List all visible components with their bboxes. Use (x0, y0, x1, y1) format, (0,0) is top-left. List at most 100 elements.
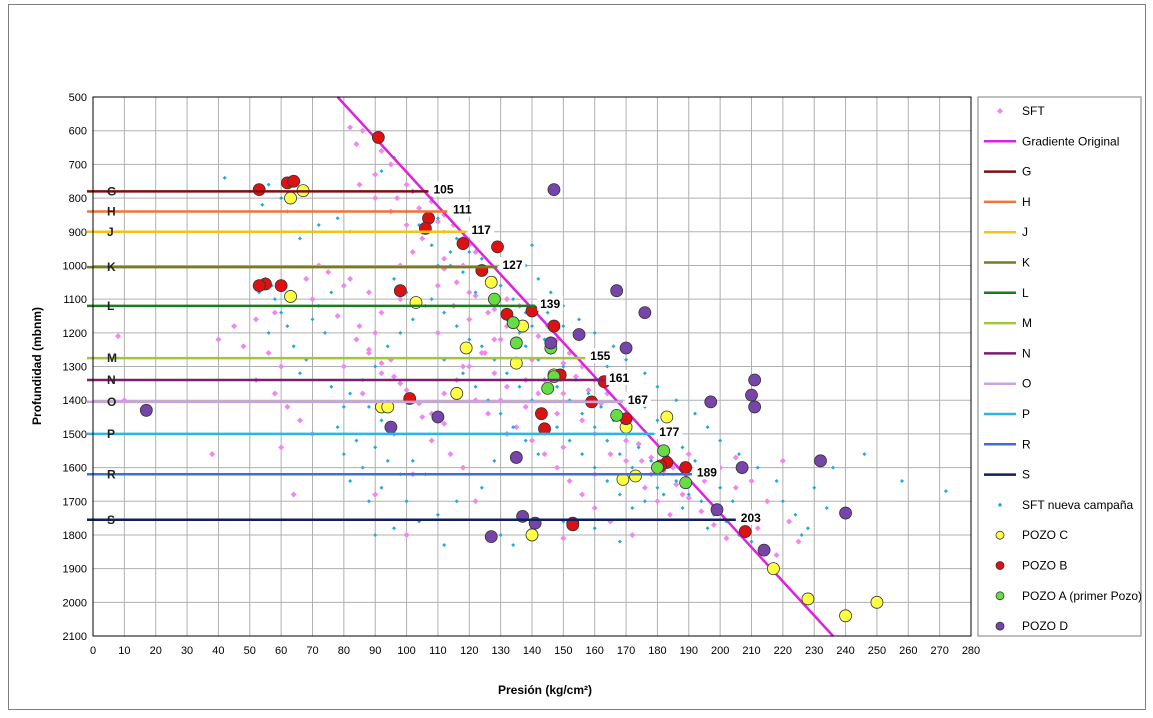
sft-point (491, 306, 498, 313)
x-tick-label: 220 (774, 645, 792, 657)
sft-nueva-campana-point (454, 236, 459, 241)
pozo-d-point (757, 543, 771, 557)
sft-nueva-campana-point (561, 364, 566, 369)
pozo-b-point (274, 279, 288, 293)
pozo-d-point (814, 454, 827, 468)
pozo-c-point (484, 275, 498, 289)
pozo-b-point (393, 284, 407, 298)
sft-point (685, 494, 692, 501)
level-label-O: O (107, 395, 116, 409)
sft-point (572, 373, 579, 380)
pozo-b-point (738, 525, 752, 538)
sft-point (290, 491, 297, 498)
sft-nueva-campana-point (536, 276, 541, 281)
sft-point (648, 454, 655, 461)
sft-point (441, 390, 448, 397)
pozo-a-primer-pozo-point (657, 444, 671, 458)
sft-point (434, 282, 441, 289)
sft-nueva-campana-point (279, 196, 284, 201)
sft-nueva-campana-point (793, 512, 798, 517)
sft-point (591, 504, 598, 511)
sft-point (387, 161, 394, 168)
sft-nueva-campana-point (674, 398, 679, 403)
sft-nueva-campana-point (297, 371, 302, 376)
sft-point (485, 410, 492, 417)
sft-point (278, 363, 285, 370)
x-tick-label: 90 (369, 645, 381, 657)
x-tick-label: 60 (275, 645, 287, 657)
sft-point (428, 437, 435, 444)
pozo-a-primer-pozo-point (541, 381, 555, 395)
sft-point (491, 370, 498, 377)
sft-nueva-campana-point (310, 317, 315, 322)
pressure-label-bg (499, 257, 526, 273)
sft-point (723, 535, 730, 542)
legend-label: POZO C (1022, 528, 1068, 542)
sft-point (347, 275, 354, 282)
sft-point (522, 403, 529, 410)
sft-point (701, 478, 708, 485)
sft-point (365, 289, 372, 296)
sft-nueva-campana-point (279, 310, 284, 315)
sft-nueva-campana-point (555, 425, 560, 430)
level-label-L: L (107, 299, 114, 313)
y-tick-label: 600 (69, 126, 87, 138)
sft-point (554, 410, 561, 417)
sft-nueva-campana-point (943, 489, 948, 494)
sft-nueva-campana-point (580, 411, 585, 416)
pozo-c-point (801, 592, 815, 606)
y-tick-label: 1100 (63, 294, 87, 306)
pozo-c-point (284, 191, 297, 205)
sft-nueva-campana-point (586, 391, 591, 396)
sft-point (325, 269, 332, 276)
pressure-label-K: 127 (502, 258, 522, 272)
pressure-label-G: 105 (434, 182, 454, 196)
sft-nueva-campana-point (805, 526, 810, 531)
sft-point (629, 531, 636, 538)
x-tick-label: 180 (648, 645, 666, 657)
pozo-c-point (839, 609, 852, 623)
sft-nueva-campana-point (642, 371, 647, 376)
legend-swatch-circle (995, 621, 1005, 631)
y-tick-label: 1300 (63, 362, 87, 374)
sft-point (685, 451, 692, 458)
sft-point (378, 309, 385, 316)
sft-point (378, 147, 385, 154)
sft-nueva-campana-point (385, 458, 390, 463)
sft-nueva-campana-point (592, 330, 597, 335)
pressure-label-bg (587, 348, 614, 364)
sft-nueva-campana-point (831, 465, 836, 470)
pressure-label-M: 155 (590, 349, 610, 363)
x-tick-label: 270 (930, 645, 948, 657)
sft-point (347, 124, 354, 131)
sft-point (503, 383, 510, 390)
legend-label: SFT nueva campaña (1022, 498, 1134, 512)
sft-nueva-campana-point (222, 175, 227, 180)
x-tick-label: 20 (150, 645, 162, 657)
sft-point (795, 538, 802, 545)
pozo-b-point (491, 240, 504, 254)
y-tick-label: 1600 (63, 463, 87, 475)
legend-label: Gradiente Original (1022, 134, 1119, 148)
sft-point (460, 464, 467, 471)
pozo-a-primer-pozo-point (679, 476, 693, 490)
sft-nueva-campana-point (530, 243, 534, 248)
sft-point (666, 511, 673, 518)
sft-nueva-campana-point (530, 324, 534, 329)
sft-nueva-campana-point (730, 499, 735, 504)
x-tick-label: 150 (554, 645, 572, 657)
legend-label: K (1022, 256, 1030, 270)
horizontal-levels: G 105 H 111 J 117 K 127 L 139 M 155 N 161 O 167 P 177 R 189… (87, 181, 764, 527)
sft-nueva-campana-point (699, 499, 704, 504)
sft-point (416, 205, 423, 212)
sft-point (271, 390, 278, 397)
pozo-d-point (638, 306, 652, 320)
data-marks (115, 96, 948, 637)
sft-nueva-campana-point (577, 317, 582, 322)
plot-border (92, 96, 972, 637)
pozo-c-point (459, 341, 473, 355)
pozo-d-point (710, 503, 724, 517)
sft-point (481, 350, 488, 357)
sft-point (623, 437, 630, 444)
